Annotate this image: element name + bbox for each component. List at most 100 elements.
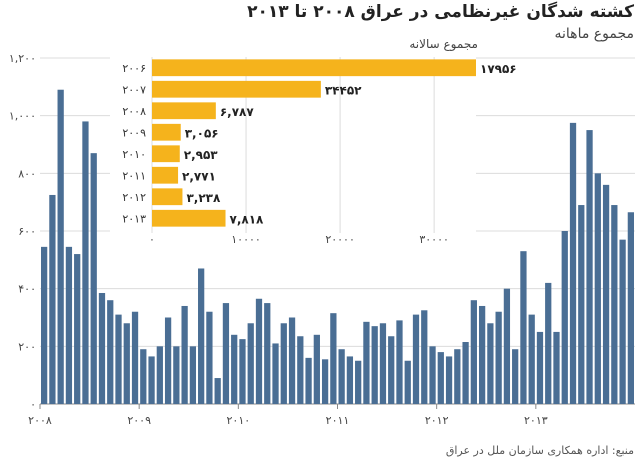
monthly-bar xyxy=(561,231,568,404)
annual-inset-chart: مجموع سالانه ۲۰۰۶ ۲۰۰۷ ۲۰۰۸ ۲۰۰۹ ۲۰۱۰ ۲۰۱۱ ۲۰۱… xyxy=(110,37,517,246)
monthly-bar xyxy=(321,359,329,404)
inset-year-label: ۲۰۱۲ xyxy=(122,191,146,204)
monthly-bar xyxy=(437,352,444,404)
monthly-bar xyxy=(280,323,287,404)
monthly-bar xyxy=(181,305,188,404)
monthly-bar xyxy=(305,357,312,404)
annual-bar xyxy=(152,166,179,184)
main-x-tick-label: ۲۰۱۳ xyxy=(524,414,548,427)
monthly-bar xyxy=(82,121,89,404)
monthly-bar xyxy=(396,320,403,404)
main-y-tick-label: ۱,۰۰۰ xyxy=(9,110,36,123)
monthly-bar xyxy=(462,342,469,404)
monthly-bar xyxy=(57,89,64,404)
monthly-bar xyxy=(346,356,354,404)
monthly-bars xyxy=(41,89,634,405)
annual-bar xyxy=(152,145,180,163)
inset-x-tick-labels: ۰ ۱۰۰۰۰ ۲۰۰۰۰ ۳۰۰۰۰ xyxy=(149,233,449,246)
inset-year-label: ۲۰۱۳ xyxy=(122,212,146,225)
monthly-bar xyxy=(388,336,395,404)
inset-year-label: ۲۰۰۷ xyxy=(122,83,146,96)
main-y-tick-label: ۸۰۰ xyxy=(18,167,36,180)
monthly-bar xyxy=(115,314,122,404)
inset-value-label: ۲,۷۷۱ xyxy=(182,169,216,183)
main-x-tick-labels: ۲۰۰۸ ۲۰۰۹ ۲۰۱۰ ۲۰۱۱ ۲۰۱۲ ۲۰۱۳ xyxy=(28,414,548,427)
inset-value-label: ۷,۸۱۸ xyxy=(230,212,265,226)
monthly-bar xyxy=(611,205,618,404)
monthly-bar xyxy=(90,153,97,404)
main-x-tick-label: ۲۰۱۲ xyxy=(425,414,449,427)
inset-x-tick-label: ۱۰۰۰۰ xyxy=(231,233,261,246)
monthly-bar xyxy=(569,122,577,404)
chart-title: کشته شدگان غیرنظامی در عراق ۲۰۰۸ تا ۲۰۱۳ xyxy=(247,2,634,22)
main-x-tick-label: ۲۰۰۹ xyxy=(127,414,151,427)
monthly-bar xyxy=(264,303,271,404)
monthly-bar xyxy=(98,292,106,404)
monthly-bar xyxy=(627,212,634,404)
main-y-tick-label: ۰ xyxy=(30,398,36,411)
monthly-bar xyxy=(297,336,304,404)
monthly-bar xyxy=(231,334,238,404)
monthly-bar xyxy=(503,288,511,404)
monthly-bar xyxy=(131,311,139,404)
monthly-bar xyxy=(123,323,130,404)
annual-bar xyxy=(152,59,476,77)
inset-year-label: ۲۰۰۸ xyxy=(122,105,146,118)
monthly-bar xyxy=(198,268,205,404)
monthly-bar xyxy=(156,346,163,404)
monthly-bar xyxy=(313,334,320,404)
main-y-tick-label: ۲۰۰ xyxy=(18,340,36,353)
monthly-bar xyxy=(288,317,296,404)
monthly-bar xyxy=(454,349,461,404)
main-x-tick-label: ۲۰۱۰ xyxy=(227,414,251,427)
inset-value-label: ۱۷۹۵۶ xyxy=(480,62,517,76)
main-y-tick-label: ۱,۲۰۰ xyxy=(9,52,36,65)
inset-value-label: ۲,۹۵۳ xyxy=(184,148,219,162)
inset-year-label: ۲۰۰۹ xyxy=(122,126,146,139)
monthly-bar xyxy=(214,378,221,404)
inset-value-label: ۶,۷۸۷ xyxy=(220,105,255,119)
monthly-bar xyxy=(173,346,180,404)
inset-year-labels: ۲۰۰۶ ۲۰۰۷ ۲۰۰۸ ۲۰۰۹ ۲۰۱۰ ۲۰۱۱ ۲۰۱۲ ۲۰۱۳ xyxy=(122,62,146,226)
monthly-bar xyxy=(330,313,337,404)
monthly-bar xyxy=(512,349,519,404)
monthly-bar xyxy=(520,251,527,404)
monthly-bar xyxy=(65,246,73,404)
monthly-bar xyxy=(445,356,453,404)
monthly-bar xyxy=(429,346,436,404)
monthly-bar xyxy=(140,349,147,404)
monthly-bar xyxy=(272,343,279,404)
monthly-bar xyxy=(247,323,254,404)
monthly-bar xyxy=(222,303,230,404)
annual-bar xyxy=(152,209,226,227)
annual-bar xyxy=(152,123,181,141)
monthly-bar xyxy=(338,349,345,404)
source-note: منبع: اداره همکاری سازمان ملل در عراق xyxy=(445,444,634,457)
monthly-bar xyxy=(421,310,428,404)
inset-x-tick-label: ۲۰۰۰۰ xyxy=(325,233,355,246)
annual-bar xyxy=(152,102,216,120)
monthly-bar xyxy=(371,326,378,404)
inset-value-label: ۳,۰۵۶ xyxy=(185,126,219,140)
monthly-bar xyxy=(478,305,486,404)
monthly-bar xyxy=(363,321,370,404)
monthly-bar xyxy=(470,300,477,404)
inset-value-label: ۳,۲۳۸ xyxy=(186,191,221,205)
main-y-tick-labels: ۰ ۲۰۰ ۴۰۰ ۶۰۰ ۸۰۰ ۱,۰۰۰ ۱,۲۰۰ xyxy=(9,52,36,411)
monthly-bar xyxy=(49,194,56,404)
inset-year-label: ۲۰۱۱ xyxy=(122,169,146,182)
inset-value-label: ۳۴۴۵۲ xyxy=(325,83,362,97)
monthly-bar xyxy=(355,360,362,404)
monthly-bar xyxy=(74,254,81,404)
inset-title: مجموع سالانه xyxy=(409,37,478,52)
monthly-bar xyxy=(404,360,411,404)
annual-bar xyxy=(152,80,321,98)
monthly-bar xyxy=(379,323,387,404)
chart-subtitle: مجموع ماهانه xyxy=(554,26,634,42)
main-y-tick-label: ۴۰۰ xyxy=(18,283,36,296)
monthly-bar xyxy=(206,311,213,404)
main-y-tick-label: ۶۰۰ xyxy=(18,225,36,238)
monthly-bar xyxy=(553,331,560,404)
